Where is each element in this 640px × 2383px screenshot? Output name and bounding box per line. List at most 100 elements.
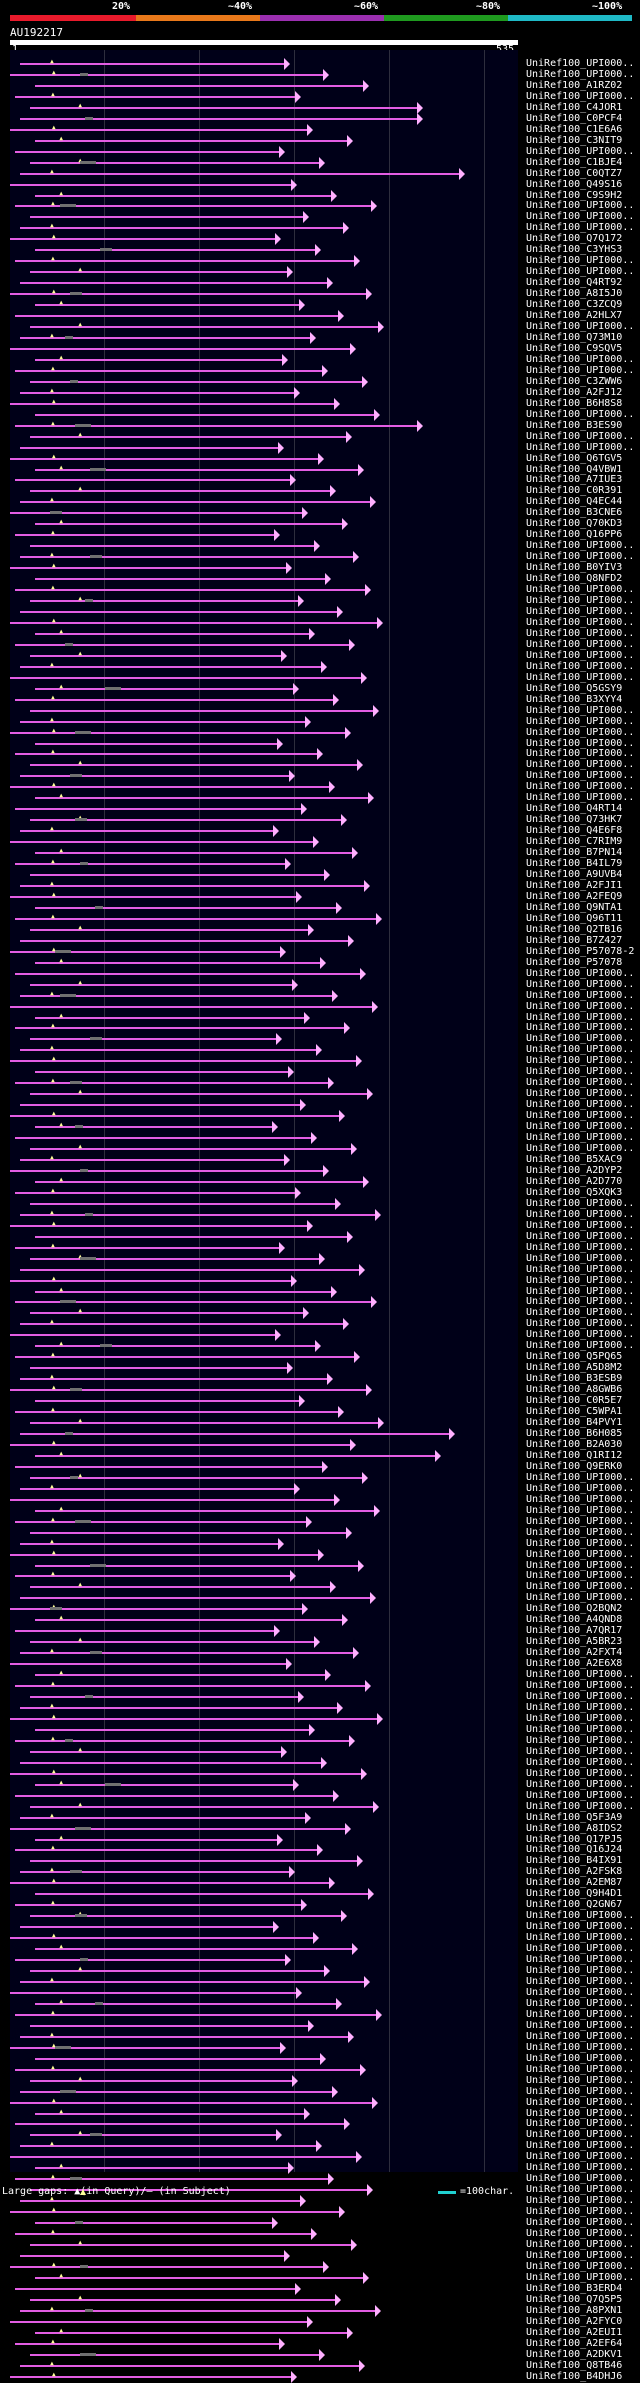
hit-name[interactable]: UniRef100_UPI000.. bbox=[526, 1570, 635, 1582]
hit-name[interactable]: UniRef100_B6H8S8 bbox=[526, 397, 623, 409]
hit-line[interactable] bbox=[20, 775, 289, 778]
hit-line[interactable] bbox=[30, 1531, 346, 1534]
hit-name[interactable]: UniRef100_UPI000.. bbox=[526, 1986, 635, 1998]
hit-name[interactable]: UniRef100_UPI000.. bbox=[526, 1559, 635, 1571]
hit-line[interactable] bbox=[15, 2123, 344, 2126]
hit-name[interactable]: UniRef100_UPI000.. bbox=[526, 726, 635, 738]
hit-name[interactable]: UniRef100_A2EUI1 bbox=[526, 2326, 623, 2338]
hit-name[interactable]: UniRef100_UPI000.. bbox=[526, 1230, 635, 1242]
hit-name[interactable]: UniRef100_UPI000.. bbox=[526, 1954, 635, 1966]
hit-line[interactable] bbox=[15, 1520, 307, 1523]
hit-line[interactable] bbox=[30, 1805, 373, 1808]
hit-line[interactable] bbox=[30, 2298, 336, 2301]
hit-name[interactable]: UniRef100_UPI000.. bbox=[526, 408, 635, 420]
hit-line[interactable] bbox=[35, 687, 294, 690]
hit-line[interactable] bbox=[10, 402, 335, 405]
hit-line[interactable] bbox=[35, 797, 369, 800]
hit-name[interactable]: UniRef100_UPI000.. bbox=[526, 2250, 635, 2261]
hit-name[interactable]: UniRef100_UPI000.. bbox=[526, 649, 635, 661]
hit-line[interactable] bbox=[20, 1761, 322, 1764]
hit-line[interactable] bbox=[10, 950, 281, 953]
hit-line[interactable] bbox=[15, 643, 350, 646]
hit-name[interactable]: UniRef100_UPI000.. bbox=[526, 715, 635, 727]
hit-name[interactable]: UniRef100_UPI000.. bbox=[526, 2217, 635, 2229]
hit-line[interactable] bbox=[10, 1553, 318, 1556]
hit-line[interactable] bbox=[10, 238, 275, 241]
hit-line[interactable] bbox=[30, 1312, 303, 1315]
hit-line[interactable] bbox=[20, 1049, 316, 1052]
hit-name[interactable]: UniRef100_UPI000.. bbox=[526, 2173, 635, 2185]
hit-line[interactable] bbox=[35, 1016, 304, 1019]
hit-name[interactable]: UniRef100_UPI000.. bbox=[526, 1734, 635, 1746]
hit-name[interactable]: UniRef100_UPI000.. bbox=[526, 1307, 635, 1319]
hit-line[interactable] bbox=[20, 2090, 332, 2093]
hit-line[interactable] bbox=[35, 2167, 288, 2170]
hit-line[interactable] bbox=[10, 1827, 345, 1830]
hit-name[interactable]: UniRef100_Q2BQN2 bbox=[526, 1603, 623, 1615]
hit-name[interactable]: UniRef100_UPI000.. bbox=[526, 1285, 635, 1297]
hit-name[interactable]: UniRef100_UPI000.. bbox=[526, 1965, 635, 1977]
hit-name[interactable]: UniRef100_A1RZ02 bbox=[526, 79, 623, 91]
hit-name[interactable]: UniRef100_UPI000.. bbox=[526, 145, 635, 157]
hit-name[interactable]: UniRef100_UPI000.. bbox=[526, 792, 635, 804]
hit-line[interactable] bbox=[20, 2309, 375, 2312]
hit-name[interactable]: UniRef100_UPI000.. bbox=[526, 1340, 635, 1352]
hit-name[interactable]: UniRef100_UPI000.. bbox=[526, 1318, 635, 1330]
hit-line[interactable] bbox=[15, 1904, 301, 1907]
hit-name[interactable]: UniRef100_UPI000.. bbox=[526, 1471, 635, 1483]
hit-line[interactable] bbox=[35, 2002, 337, 2005]
hit-line[interactable] bbox=[30, 326, 379, 329]
hit-name[interactable]: UniRef100_UPI000.. bbox=[526, 1581, 635, 1593]
hit-name[interactable]: UniRef100_Q5F3A9 bbox=[526, 1811, 623, 1823]
hit-name[interactable]: UniRef100_UPI000.. bbox=[526, 606, 635, 617]
hit-name[interactable]: UniRef100_UPI000.. bbox=[526, 2107, 635, 2119]
hit-name[interactable]: UniRef100_Q2TB16 bbox=[526, 923, 623, 935]
hit-name[interactable]: UniRef100_UPI000.. bbox=[526, 2129, 635, 2141]
hit-name[interactable]: UniRef100_UPI000.. bbox=[526, 781, 635, 793]
hit-name[interactable]: UniRef100_Q5XQK3 bbox=[526, 1186, 623, 1198]
hit-name[interactable]: UniRef100_UPI000.. bbox=[526, 1055, 635, 1067]
hit-line[interactable] bbox=[35, 1783, 294, 1786]
hit-name[interactable]: UniRef100_UPI000.. bbox=[526, 660, 635, 672]
hit-line[interactable] bbox=[20, 1816, 306, 1819]
hit-line[interactable] bbox=[35, 358, 283, 361]
hit-line[interactable] bbox=[15, 2233, 312, 2236]
hit-name[interactable]: UniRef100_A2FXT4 bbox=[526, 1647, 623, 1659]
hit-name[interactable]: UniRef100_C1E6A6 bbox=[526, 123, 623, 135]
hit-name[interactable]: UniRef100_UPI000.. bbox=[526, 1767, 635, 1779]
hit-name[interactable]: UniRef100_UPI000.. bbox=[526, 1099, 635, 1111]
hit-name[interactable]: UniRef100_B3CNE6 bbox=[526, 507, 623, 519]
hit-name[interactable]: UniRef100_UPI000.. bbox=[526, 2096, 635, 2108]
hit-name[interactable]: UniRef100_B3XYY4 bbox=[526, 693, 623, 705]
hit-line[interactable] bbox=[10, 2320, 308, 2323]
hit-line[interactable] bbox=[20, 227, 343, 230]
hit-name[interactable]: UniRef100_UPI000.. bbox=[526, 1252, 635, 1264]
hit-name[interactable]: UniRef100_UPI000.. bbox=[526, 1132, 635, 1144]
hit-line[interactable] bbox=[10, 128, 308, 131]
hit-name[interactable]: UniRef100_UPI000.. bbox=[526, 1910, 635, 1922]
hit-line[interactable] bbox=[35, 1071, 288, 1074]
hit-line[interactable] bbox=[35, 742, 278, 745]
hit-line[interactable] bbox=[15, 1411, 339, 1414]
hit-line[interactable] bbox=[10, 2265, 324, 2268]
hit-name[interactable]: UniRef100_Q73HK7 bbox=[526, 814, 623, 826]
hit-line[interactable] bbox=[15, 2287, 296, 2290]
hit-line[interactable] bbox=[35, 2057, 321, 2060]
hit-name[interactable]: UniRef100_A8PXN1 bbox=[526, 2304, 623, 2316]
hit-name[interactable]: UniRef100_C3ZWW6 bbox=[526, 375, 623, 387]
hit-line[interactable] bbox=[30, 1422, 379, 1425]
hit-name[interactable]: UniRef100_UPI000.. bbox=[526, 1088, 635, 1100]
hit-name[interactable]: UniRef100_A8GWB6 bbox=[526, 1384, 623, 1396]
hit-name[interactable]: UniRef100_UPI000.. bbox=[526, 1033, 635, 1045]
hit-line[interactable] bbox=[20, 172, 459, 175]
hit-name[interactable]: UniRef100_UPI000.. bbox=[526, 2074, 635, 2086]
hit-name[interactable]: UniRef100_UPI000.. bbox=[526, 1702, 635, 1713]
hit-line[interactable] bbox=[20, 1487, 295, 1490]
hit-line[interactable] bbox=[15, 1794, 333, 1797]
hit-name[interactable]: UniRef100_Q4VBW1 bbox=[526, 463, 623, 475]
hit-line[interactable] bbox=[20, 1981, 365, 1983]
hit-line[interactable] bbox=[10, 1937, 313, 1940]
hit-name[interactable]: UniRef100_B5XAC9 bbox=[526, 1154, 623, 1165]
hit-line[interactable] bbox=[20, 665, 322, 668]
hit-line[interactable] bbox=[30, 1970, 325, 1973]
